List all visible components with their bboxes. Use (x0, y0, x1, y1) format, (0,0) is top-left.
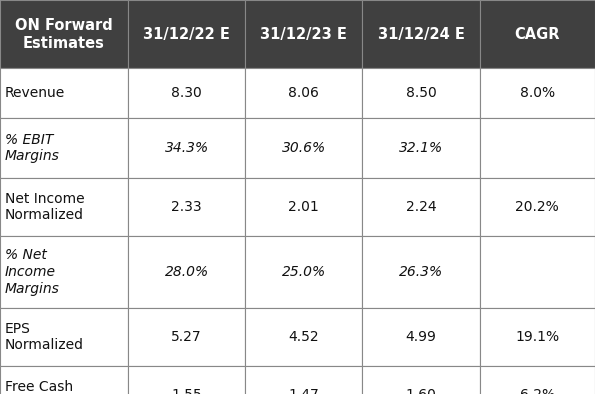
Text: 34.3%: 34.3% (164, 141, 209, 155)
Bar (128, 0, 245, 68)
Text: 5.27: 5.27 (171, 330, 202, 344)
Text: 4.99: 4.99 (406, 330, 436, 344)
Text: ON Forward
Estimates: ON Forward Estimates (15, 17, 113, 50)
Bar (128, 366, 245, 394)
Text: Free Cash
Flow: Free Cash Flow (5, 380, 73, 394)
Text: % EBIT
Margins: % EBIT Margins (5, 133, 60, 164)
Text: 1.60: 1.60 (406, 388, 436, 394)
Bar (0, 178, 128, 236)
Text: 31/12/23 E: 31/12/23 E (260, 26, 347, 41)
Text: 26.3%: 26.3% (399, 265, 443, 279)
Text: 25.0%: 25.0% (281, 265, 326, 279)
Bar (128, 118, 245, 178)
Bar (245, 68, 362, 118)
Text: 19.1%: 19.1% (515, 330, 559, 344)
Text: 31/12/24 E: 31/12/24 E (377, 26, 465, 41)
Bar (245, 0, 362, 68)
Text: 1.47: 1.47 (289, 388, 319, 394)
Text: Revenue: Revenue (5, 86, 65, 100)
Bar (245, 118, 362, 178)
Bar (480, 68, 595, 118)
Bar (480, 236, 595, 308)
Bar (362, 68, 480, 118)
Bar (0, 68, 128, 118)
Text: 2.33: 2.33 (171, 200, 202, 214)
Bar (128, 68, 245, 118)
Bar (480, 178, 595, 236)
Text: 4.52: 4.52 (289, 330, 319, 344)
Text: 31/12/22 E: 31/12/22 E (143, 26, 230, 41)
Bar (245, 236, 362, 308)
Text: 32.1%: 32.1% (399, 141, 443, 155)
Bar (0, 308, 128, 366)
Text: 1.55: 1.55 (171, 388, 202, 394)
Bar (480, 366, 595, 394)
Text: 20.2%: 20.2% (515, 200, 559, 214)
Text: 8.50: 8.50 (406, 86, 436, 100)
Bar (245, 366, 362, 394)
Bar (480, 0, 595, 68)
Text: 2.01: 2.01 (289, 200, 319, 214)
Bar (0, 236, 128, 308)
Text: 6.2%: 6.2% (519, 388, 555, 394)
Text: Net Income
Normalized: Net Income Normalized (5, 191, 84, 222)
Bar (362, 366, 480, 394)
Text: 8.06: 8.06 (289, 86, 319, 100)
Bar (362, 0, 480, 68)
Bar (0, 366, 128, 394)
Bar (362, 118, 480, 178)
Bar (362, 178, 480, 236)
Bar (245, 178, 362, 236)
Bar (362, 308, 480, 366)
Bar (128, 308, 245, 366)
Text: 2.24: 2.24 (406, 200, 436, 214)
Bar (0, 0, 128, 68)
Text: CAGR: CAGR (515, 26, 560, 41)
Text: 28.0%: 28.0% (164, 265, 209, 279)
Text: 8.0%: 8.0% (519, 86, 555, 100)
Bar (128, 178, 245, 236)
Text: % Net
Income
Margins: % Net Income Margins (5, 248, 60, 296)
Bar (245, 308, 362, 366)
Bar (480, 308, 595, 366)
Bar (128, 236, 245, 308)
Bar (0, 118, 128, 178)
Bar (362, 236, 480, 308)
Text: EPS
Normalized: EPS Normalized (5, 322, 84, 352)
Text: 8.30: 8.30 (171, 86, 202, 100)
Text: 30.6%: 30.6% (281, 141, 326, 155)
Bar (480, 118, 595, 178)
